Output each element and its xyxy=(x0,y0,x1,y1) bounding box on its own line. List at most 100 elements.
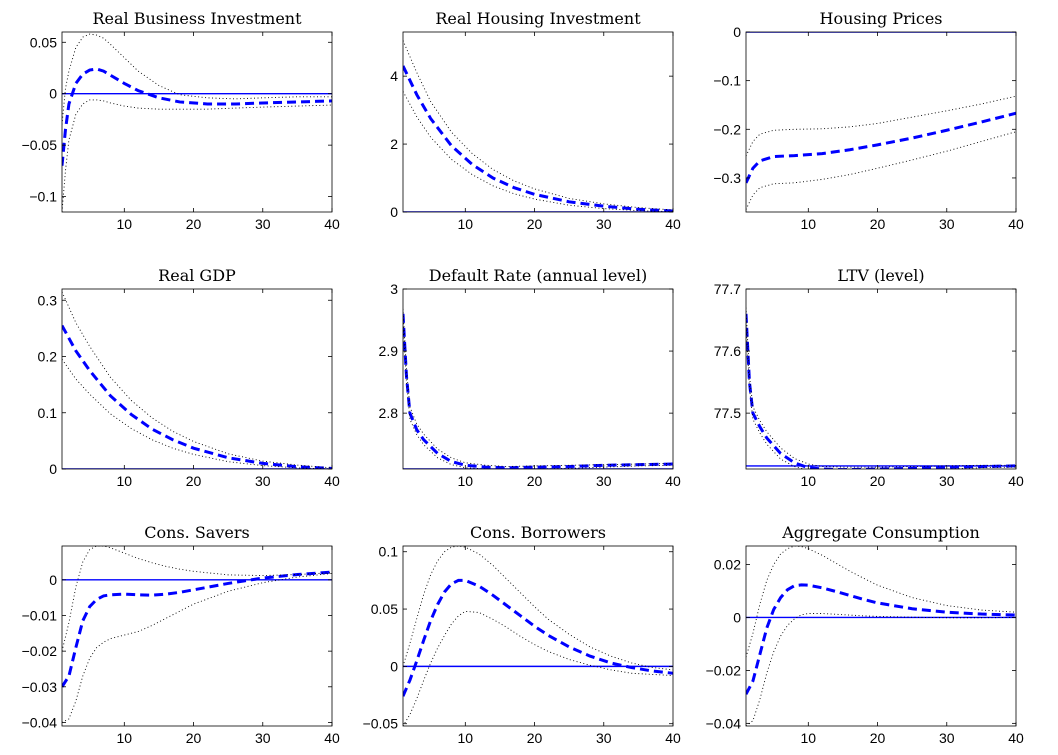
y-tick-label: −0.2 xyxy=(713,121,741,137)
x-tick-label: 40 xyxy=(324,473,340,489)
y-tick-label: −0.02 xyxy=(22,643,58,659)
y-tick-label: 0.1 xyxy=(38,405,58,421)
y-tick-label: 2.8 xyxy=(379,405,399,421)
panel-real-housing-investment: Real Housing Investment 10 20 30 40 0 2 4 xyxy=(390,9,681,232)
median-response-line xyxy=(403,65,673,212)
y-tick-label: 0.2 xyxy=(38,349,58,365)
panel-title: Cons. Savers xyxy=(144,523,249,542)
y-tick-label: −0.03 xyxy=(22,679,58,695)
x-tick-label: 30 xyxy=(939,473,955,489)
x-tick-label: 10 xyxy=(801,730,817,746)
y-tick-label: 0 xyxy=(390,658,398,674)
panel-title: Real Housing Investment xyxy=(435,9,641,28)
panel-cons-savers: Cons. Savers 10 20 30 40 −0.04 −0.03 −0.02 −0.01… xyxy=(22,523,340,746)
median-response-line xyxy=(746,313,1016,469)
x-tick-label: 30 xyxy=(255,473,271,489)
y-tick-label: 77.6 xyxy=(714,343,741,359)
x-tick-label: 30 xyxy=(255,730,271,746)
plot-frame xyxy=(402,288,674,470)
lower-band-line xyxy=(403,320,673,469)
y-tick-label: 0 xyxy=(733,24,741,40)
upper-band-line xyxy=(403,546,673,671)
x-tick-label: 30 xyxy=(596,216,612,232)
x-tick-label: 20 xyxy=(186,730,202,746)
y-tick-label: 77.5 xyxy=(714,405,741,421)
y-tick-label: 0.1 xyxy=(379,544,399,560)
lower-band-line xyxy=(403,610,673,726)
y-tick-label: −0.05 xyxy=(363,716,399,732)
x-tick-label: 10 xyxy=(801,473,817,489)
x-tick-label: 10 xyxy=(117,216,133,232)
x-tick-label: 40 xyxy=(324,730,340,746)
panel-title: Cons. Borrowers xyxy=(470,523,606,542)
x-tick-label: 20 xyxy=(527,216,543,232)
upper-band-line xyxy=(746,307,1016,468)
y-tick-label: −0.05 xyxy=(22,137,58,153)
median-response-line xyxy=(62,570,332,688)
median-response-line xyxy=(403,578,673,697)
x-tick-label: 40 xyxy=(665,216,681,232)
plot-frame xyxy=(745,31,1017,213)
x-tick-label: 10 xyxy=(801,216,817,232)
y-tick-label: 3 xyxy=(390,281,398,297)
y-tick-label: 0 xyxy=(49,461,57,477)
x-tick-label: 10 xyxy=(117,730,133,746)
x-tick-label: 40 xyxy=(665,473,681,489)
lower-band-line xyxy=(746,613,1016,726)
upper-band-line xyxy=(62,33,332,125)
panel-cons-borrowers: Cons. Borrowers 10 20 30 40 −0.05 0 0.05 0.1 xyxy=(363,523,681,746)
x-tick-label: 10 xyxy=(458,216,474,232)
y-tick-label: −0.1 xyxy=(713,73,741,89)
panel-real-gdp: Real GDP 10 20 30 40 0 0.1 0.2 0.3 xyxy=(38,266,340,489)
x-tick-label: 40 xyxy=(1008,730,1024,746)
x-tick-label: 40 xyxy=(1008,473,1024,489)
upper-band-line xyxy=(746,95,1016,157)
panel-title: Aggregate Consumption xyxy=(781,523,980,542)
y-tick-label: 0 xyxy=(49,572,57,588)
upper-band-line xyxy=(62,546,332,652)
y-tick-label: 0.05 xyxy=(30,34,57,50)
upper-band-line xyxy=(403,308,673,467)
median-response-line xyxy=(746,583,1016,695)
x-tick-label: 40 xyxy=(1008,216,1024,232)
y-tick-label: −0.02 xyxy=(706,662,742,678)
y-tick-label: 2.9 xyxy=(379,343,399,359)
lower-band-line xyxy=(403,91,673,212)
x-tick-label: 30 xyxy=(939,216,955,232)
plot-frame xyxy=(61,288,333,470)
y-tick-label: −0.1 xyxy=(29,189,57,205)
panel-default-rate-annual-level: Default Rate (annual level) 10 20 30 40 2.8 2.… xyxy=(379,266,681,489)
y-tick-label: 77.7 xyxy=(714,281,741,297)
upper-band-line xyxy=(62,291,332,469)
x-tick-label: 20 xyxy=(870,730,886,746)
x-tick-label: 30 xyxy=(596,730,612,746)
panel-title: Real Business Investment xyxy=(92,9,302,28)
x-tick-label: 20 xyxy=(527,730,543,746)
panel-title: Housing Prices xyxy=(819,9,942,28)
y-tick-label: 2 xyxy=(390,136,398,152)
panel-ltv-level: LTV (level) 10 20 30 40 77.5 77.6 77.7 xyxy=(714,266,1024,489)
y-tick-label: 0.3 xyxy=(38,292,58,308)
median-response-line xyxy=(746,111,1016,184)
upper-band-line xyxy=(403,40,673,211)
y-tick-label: −0.04 xyxy=(706,715,742,731)
y-tick-label: 0 xyxy=(390,204,398,220)
x-tick-label: 30 xyxy=(255,216,271,232)
x-tick-label: 10 xyxy=(458,473,474,489)
upper-band-line xyxy=(746,546,1016,658)
median-response-line xyxy=(403,313,673,469)
x-tick-label: 40 xyxy=(324,216,340,232)
y-tick-label: 0.05 xyxy=(371,601,398,617)
x-tick-label: 30 xyxy=(596,473,612,489)
plot-frame xyxy=(402,31,674,213)
panel-aggregate-consumption: Aggregate Consumption 10 20 30 40 −0.04 −0.02 0… xyxy=(706,523,1024,746)
plot-frame xyxy=(61,31,333,213)
lower-band-line xyxy=(746,131,1016,210)
panel-real-business-investment: Real Business Investment 10 20 30 40 −0.1 −0.0… xyxy=(22,9,340,232)
x-tick-label: 20 xyxy=(186,216,202,232)
median-response-line xyxy=(62,67,332,166)
x-tick-label: 20 xyxy=(527,473,543,489)
lower-band-line xyxy=(746,323,1016,469)
median-response-line xyxy=(62,324,332,469)
